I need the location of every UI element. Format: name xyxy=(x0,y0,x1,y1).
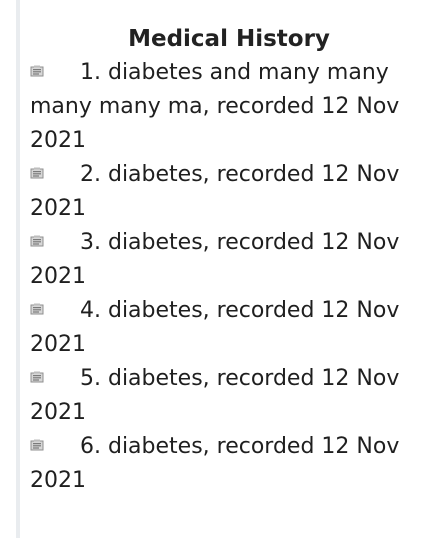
history-item: 5. diabetes, recorded 12 Nov 2021 xyxy=(30,362,428,430)
record-thumbnail-icon xyxy=(30,303,44,315)
record-thumbnail-icon xyxy=(30,371,44,383)
panel-title: Medical History xyxy=(128,26,330,52)
history-item: 6. diabetes, recorded 12 Nov 2021 xyxy=(30,430,428,498)
history-item-text: 5. diabetes, recorded 12 Nov 2021 xyxy=(30,366,400,425)
history-item-text: 4. diabetes, recorded 12 Nov 2021 xyxy=(30,298,400,357)
record-thumbnail-icon xyxy=(30,235,44,247)
record-thumbnail-icon xyxy=(30,439,44,451)
medical-history-list: 1. diabetes and many many many many ma, … xyxy=(30,56,428,498)
record-thumbnail-icon xyxy=(30,65,44,77)
history-item: 4. diabetes, recorded 12 Nov 2021 xyxy=(30,294,428,362)
history-item: 1. diabetes and many many many many ma, … xyxy=(30,56,428,158)
panel-left-border xyxy=(16,0,20,538)
history-item: 2. diabetes, recorded 12 Nov 2021 xyxy=(30,158,428,226)
history-item-text: 1. diabetes and many many many many ma, … xyxy=(30,60,400,153)
history-item-text: 6. diabetes, recorded 12 Nov 2021 xyxy=(30,434,400,493)
history-item-text: 2. diabetes, recorded 12 Nov 2021 xyxy=(30,162,400,221)
record-thumbnail-icon xyxy=(30,167,44,179)
history-item-text: 3. diabetes, recorded 12 Nov 2021 xyxy=(30,230,400,289)
history-item: 3. diabetes, recorded 12 Nov 2021 xyxy=(30,226,428,294)
